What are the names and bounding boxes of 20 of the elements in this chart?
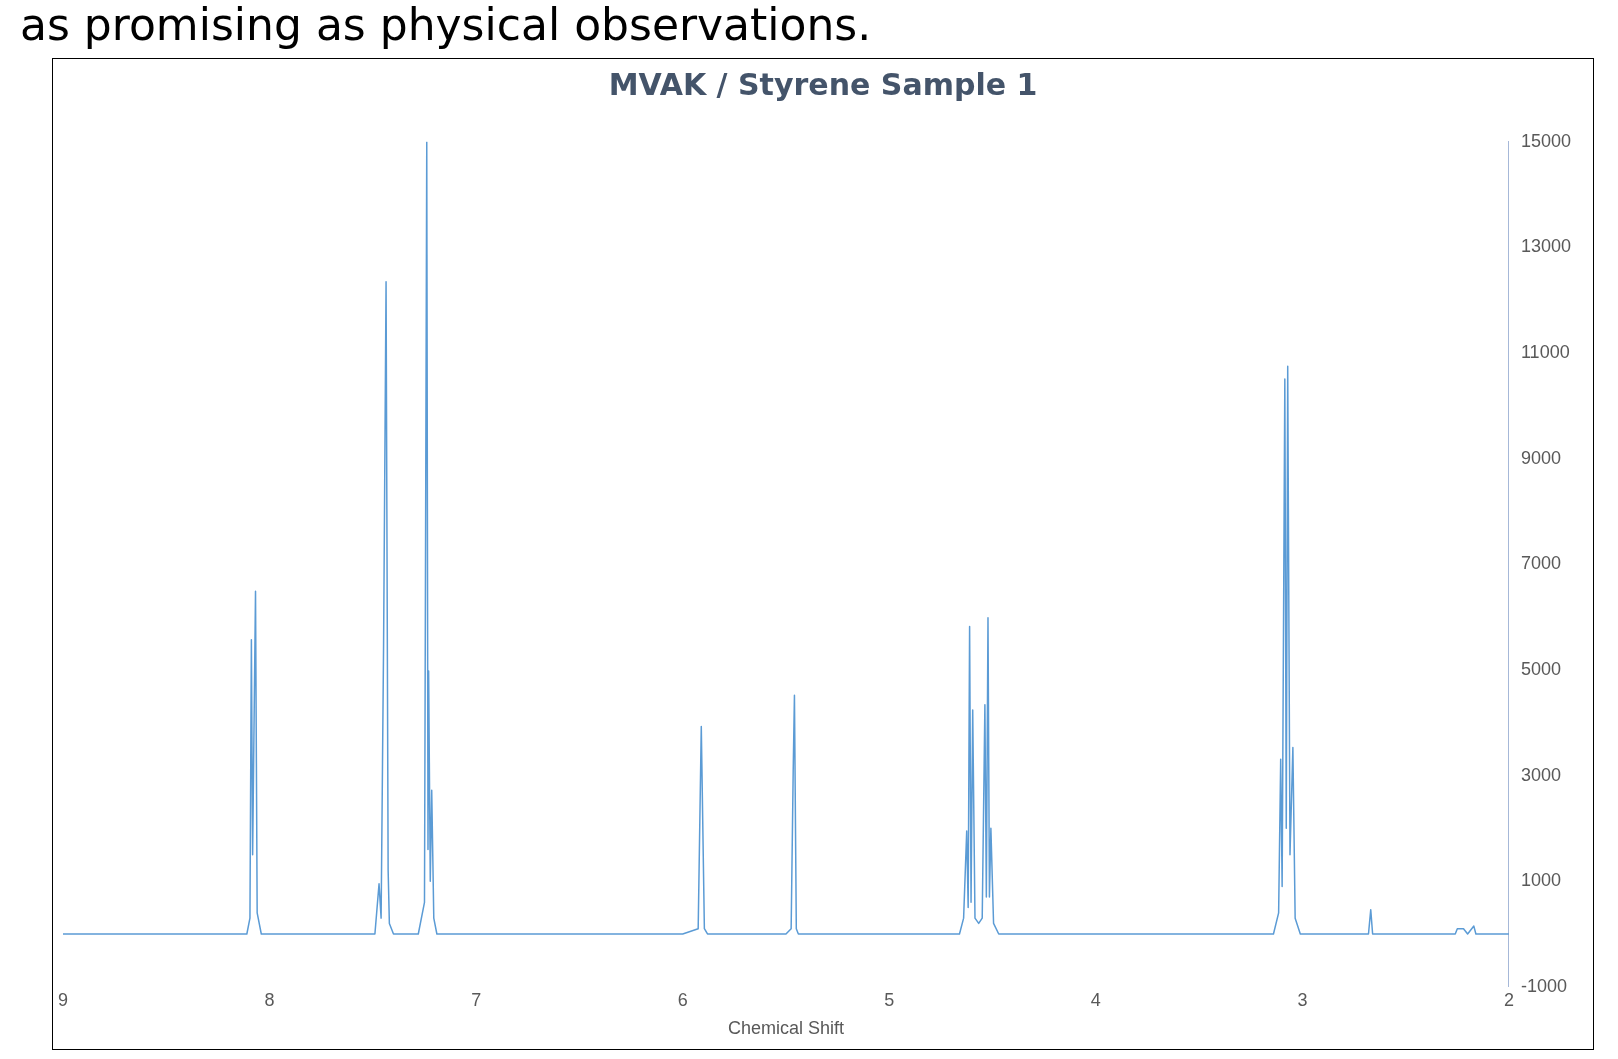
- y-tick-label: 3000: [1520, 764, 1561, 785]
- x-tick-label: 4: [1090, 989, 1101, 1010]
- x-tick-label: 8: [264, 989, 275, 1010]
- x-tick-label: 2: [1503, 989, 1514, 1010]
- y-tick-label: 5000: [1520, 658, 1561, 679]
- y-tick-label: 15000: [1520, 130, 1572, 151]
- x-tick-label: 6: [677, 989, 688, 1010]
- y-tick-label: 11000: [1520, 342, 1570, 363]
- y-tick-label: 1000: [1520, 870, 1561, 891]
- text: as promising as physical observations.: [20, 0, 872, 50]
- chart-title: MVAK / Styrene Sample 1: [607, 67, 1039, 102]
- y-tick-label: 7000: [1520, 553, 1561, 574]
- y-tick-label: -1000: [1520, 975, 1567, 996]
- x-tick-label: 7: [471, 989, 482, 1010]
- x-tick-label: 3: [1297, 989, 1308, 1010]
- x-axis-title: Chemical Shift: [727, 1018, 844, 1039]
- y-tick-label: 13000: [1520, 236, 1572, 257]
- y-tick-label: 9000: [1520, 447, 1561, 468]
- x-tick-label: 5: [884, 989, 895, 1010]
- x-tick-label: 9: [57, 989, 69, 1010]
